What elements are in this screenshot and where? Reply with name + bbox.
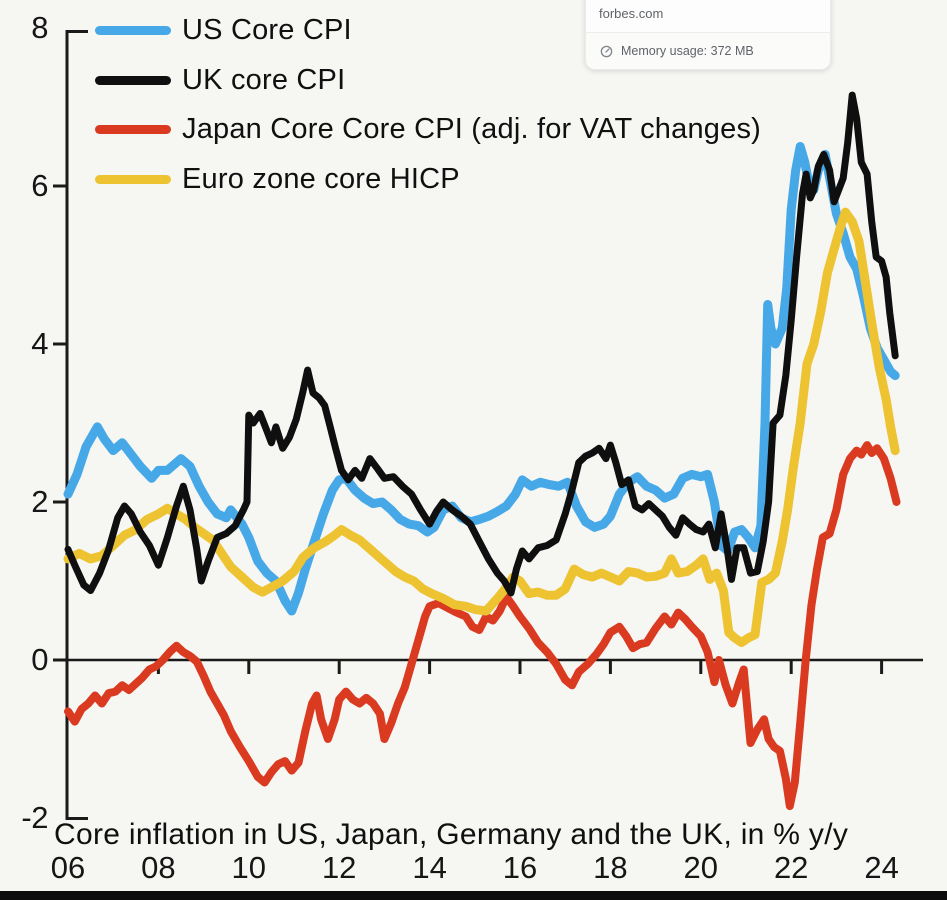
- legend-item-euro: Euro zone core HICP: [95, 155, 761, 205]
- legend-swatch-euro: [95, 174, 171, 184]
- x-tick-label-18: 18: [593, 850, 628, 885]
- legend-swatch-japan: [95, 125, 171, 135]
- chart-caption: Core inflation in US, Japan, Germany and…: [54, 818, 849, 851]
- y-tick-label-2: 2: [31, 484, 48, 519]
- hover-card-memory-row: Memory usage: 372 MB: [586, 32, 830, 69]
- x-tick-label-24: 24: [864, 850, 899, 885]
- x-tick-label-16: 16: [502, 850, 538, 885]
- series-line-us: [63, 142, 900, 616]
- legend-swatch-uk: [95, 75, 171, 85]
- hover-card-domain: forbes.com: [599, 6, 664, 21]
- x-tick-label-06: 06: [50, 850, 86, 885]
- x-tick-label-08: 08: [141, 850, 176, 885]
- x-tick-label-12: 12: [321, 850, 357, 885]
- y-tick-label--2: -2: [21, 800, 48, 835]
- legend-label-us: US Core CPI: [182, 14, 352, 47]
- bottom-black-bar: [0, 891, 947, 900]
- legend-label-japan: Japan Core Core CPI (adj. for VAT change…: [182, 113, 761, 146]
- x-tick-label-20: 20: [683, 850, 719, 885]
- y-tick-label-0: 0: [31, 642, 48, 677]
- legend-label-uk: UK core CPI: [182, 63, 346, 96]
- legend-item-japan: Japan Core Core CPI (adj. for VAT change…: [95, 105, 761, 155]
- legend-swatch-us: [95, 26, 171, 36]
- legend-item-uk: UK core CPI: [95, 56, 761, 106]
- series-line-uk: [64, 91, 899, 597]
- x-tick-label-22: 22: [773, 850, 809, 885]
- legend-item-us: US Core CPI: [95, 6, 761, 56]
- y-tick-label-4: 4: [31, 326, 48, 361]
- y-tick-label-6: 6: [31, 168, 48, 203]
- chart-legend: US Core CPI UK core CPI Japan Core Core CP…: [95, 6, 761, 204]
- hover-card-memory-text: Memory usage: 372 MB: [621, 44, 754, 58]
- series-line-japan: [64, 441, 901, 811]
- x-tick-label-10: 10: [231, 850, 267, 885]
- series-line-euro: [63, 207, 900, 648]
- y-tick-label-8: 8: [31, 10, 48, 45]
- browser-tab-hover-card: forbes.com Memory usage: 372 MB: [585, 0, 831, 70]
- memory-gauge-icon: [600, 45, 613, 57]
- legend-label-euro: Euro zone core HICP: [182, 162, 460, 195]
- x-tick-label-14: 14: [412, 850, 447, 885]
